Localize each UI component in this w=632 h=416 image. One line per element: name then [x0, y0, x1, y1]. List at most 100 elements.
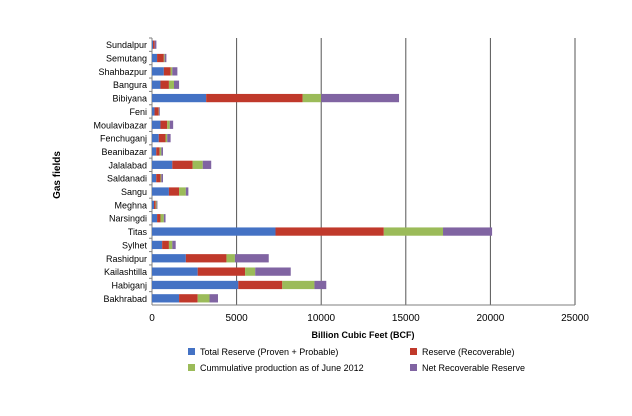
bar-segment — [156, 147, 160, 156]
category-label: Sundalpur — [106, 40, 147, 50]
x-tick-label: 20000 — [476, 313, 504, 324]
bar-segment — [152, 53, 158, 63]
bar-segment — [153, 40, 155, 49]
category-label: Feni — [129, 107, 147, 117]
bar-segment — [152, 174, 157, 183]
bar-segment — [152, 80, 161, 89]
bar-segment — [161, 147, 163, 156]
bar-segment — [169, 120, 174, 129]
category-label: Sangu — [121, 187, 147, 197]
legend: Total Reserve (Proven + Probable) Reserve… — [188, 347, 525, 373]
bar-segment — [172, 160, 193, 169]
bar-segment — [173, 80, 180, 89]
bar-segment — [163, 53, 165, 63]
bar-segment — [152, 200, 155, 210]
bar-segment — [152, 280, 239, 290]
category-label: Fenchuganj — [100, 134, 147, 144]
bar-segment — [158, 107, 160, 116]
bar-segment — [152, 120, 161, 129]
bar-segment — [245, 267, 256, 276]
bar-segment — [163, 67, 171, 76]
bar-segment — [234, 254, 269, 263]
category-label: Jalalabad — [108, 160, 147, 170]
bar-segment — [202, 160, 212, 169]
bar-segment — [152, 93, 207, 103]
bar-segment — [321, 93, 400, 103]
category-label: Meghna — [114, 200, 147, 210]
bar-segment — [282, 280, 315, 290]
bar-segment — [167, 133, 171, 143]
y-axis-title: Gas fields — [52, 151, 63, 199]
bar-segment — [152, 240, 163, 250]
bar-segment — [167, 120, 170, 129]
category-label: Sylhet — [122, 240, 148, 250]
bar-segment — [162, 240, 169, 250]
bar-segment — [160, 120, 168, 129]
bar-segment — [168, 80, 174, 89]
bar-segment — [152, 107, 155, 116]
x-tick-label: 5000 — [225, 313, 248, 324]
label-layer: 0 5000 10000 15000 20000 25000 Sundalpur Semuta… — [93, 40, 589, 324]
bar-segment — [197, 267, 246, 276]
category-label: Habiganj — [111, 280, 147, 290]
bar-segment — [157, 53, 164, 63]
bar-segment — [152, 267, 198, 276]
legend-label: Net Recoverable Reserve — [422, 363, 525, 373]
bar-segment — [159, 147, 162, 156]
bar-segment — [185, 254, 227, 263]
bar-segment — [156, 200, 158, 210]
category-label: Bangura — [113, 80, 147, 90]
bar-segment — [156, 174, 161, 183]
bar-segment — [157, 214, 161, 223]
bar-segment — [164, 53, 167, 63]
bar-segment — [152, 133, 159, 143]
category-label: Beanibazar — [101, 147, 147, 157]
legend-swatch — [188, 348, 195, 355]
bar-segment — [152, 67, 164, 76]
legend-swatch — [410, 364, 417, 371]
bar-segment — [209, 294, 218, 303]
bar-segment — [160, 214, 164, 223]
category-label: Saldanadi — [107, 174, 147, 184]
category-label: Narsingdi — [109, 214, 147, 224]
bar-segment — [314, 280, 327, 290]
x-tick-label: 15000 — [392, 313, 420, 324]
category-label: Titas — [128, 227, 148, 237]
legend-label: Reserve (Recoverable) — [422, 347, 515, 357]
legend-swatch — [188, 364, 195, 371]
bar-segment — [152, 214, 158, 223]
bar-segment — [302, 93, 322, 103]
bar-segment — [152, 254, 186, 263]
bar-segment — [443, 227, 493, 236]
bar-segment — [154, 200, 156, 210]
category-label: Semutang — [106, 54, 147, 64]
bar-segment — [160, 174, 162, 183]
category-label: Kailashtilla — [104, 267, 147, 277]
bar-segment — [165, 133, 168, 143]
x-axis-title: Billion Cubic Feet (BCF) — [312, 330, 415, 340]
category-label: Rashidpur — [106, 254, 147, 264]
bar-segment — [172, 67, 178, 76]
bar-segment — [185, 187, 189, 196]
bar-segment — [152, 187, 169, 196]
bar-segment — [155, 200, 157, 210]
bar-segment — [163, 214, 166, 223]
bar-segment — [152, 227, 276, 236]
category-label: Moulavibazar — [93, 120, 147, 130]
bar-segment — [154, 40, 157, 49]
bar-segment — [161, 174, 163, 183]
bar-segment — [152, 160, 173, 169]
bar-segment — [168, 187, 180, 196]
bar-segment — [172, 240, 176, 250]
category-label: Bibiyana — [112, 94, 147, 104]
bar-segment — [197, 294, 210, 303]
bar-segment — [152, 147, 157, 156]
bar-segment — [275, 227, 384, 236]
bar-segment — [226, 254, 235, 263]
x-tick-label: 25000 — [561, 313, 589, 324]
bar-segment — [160, 80, 169, 89]
bar-segment — [238, 280, 283, 290]
bar-segment — [152, 40, 154, 49]
